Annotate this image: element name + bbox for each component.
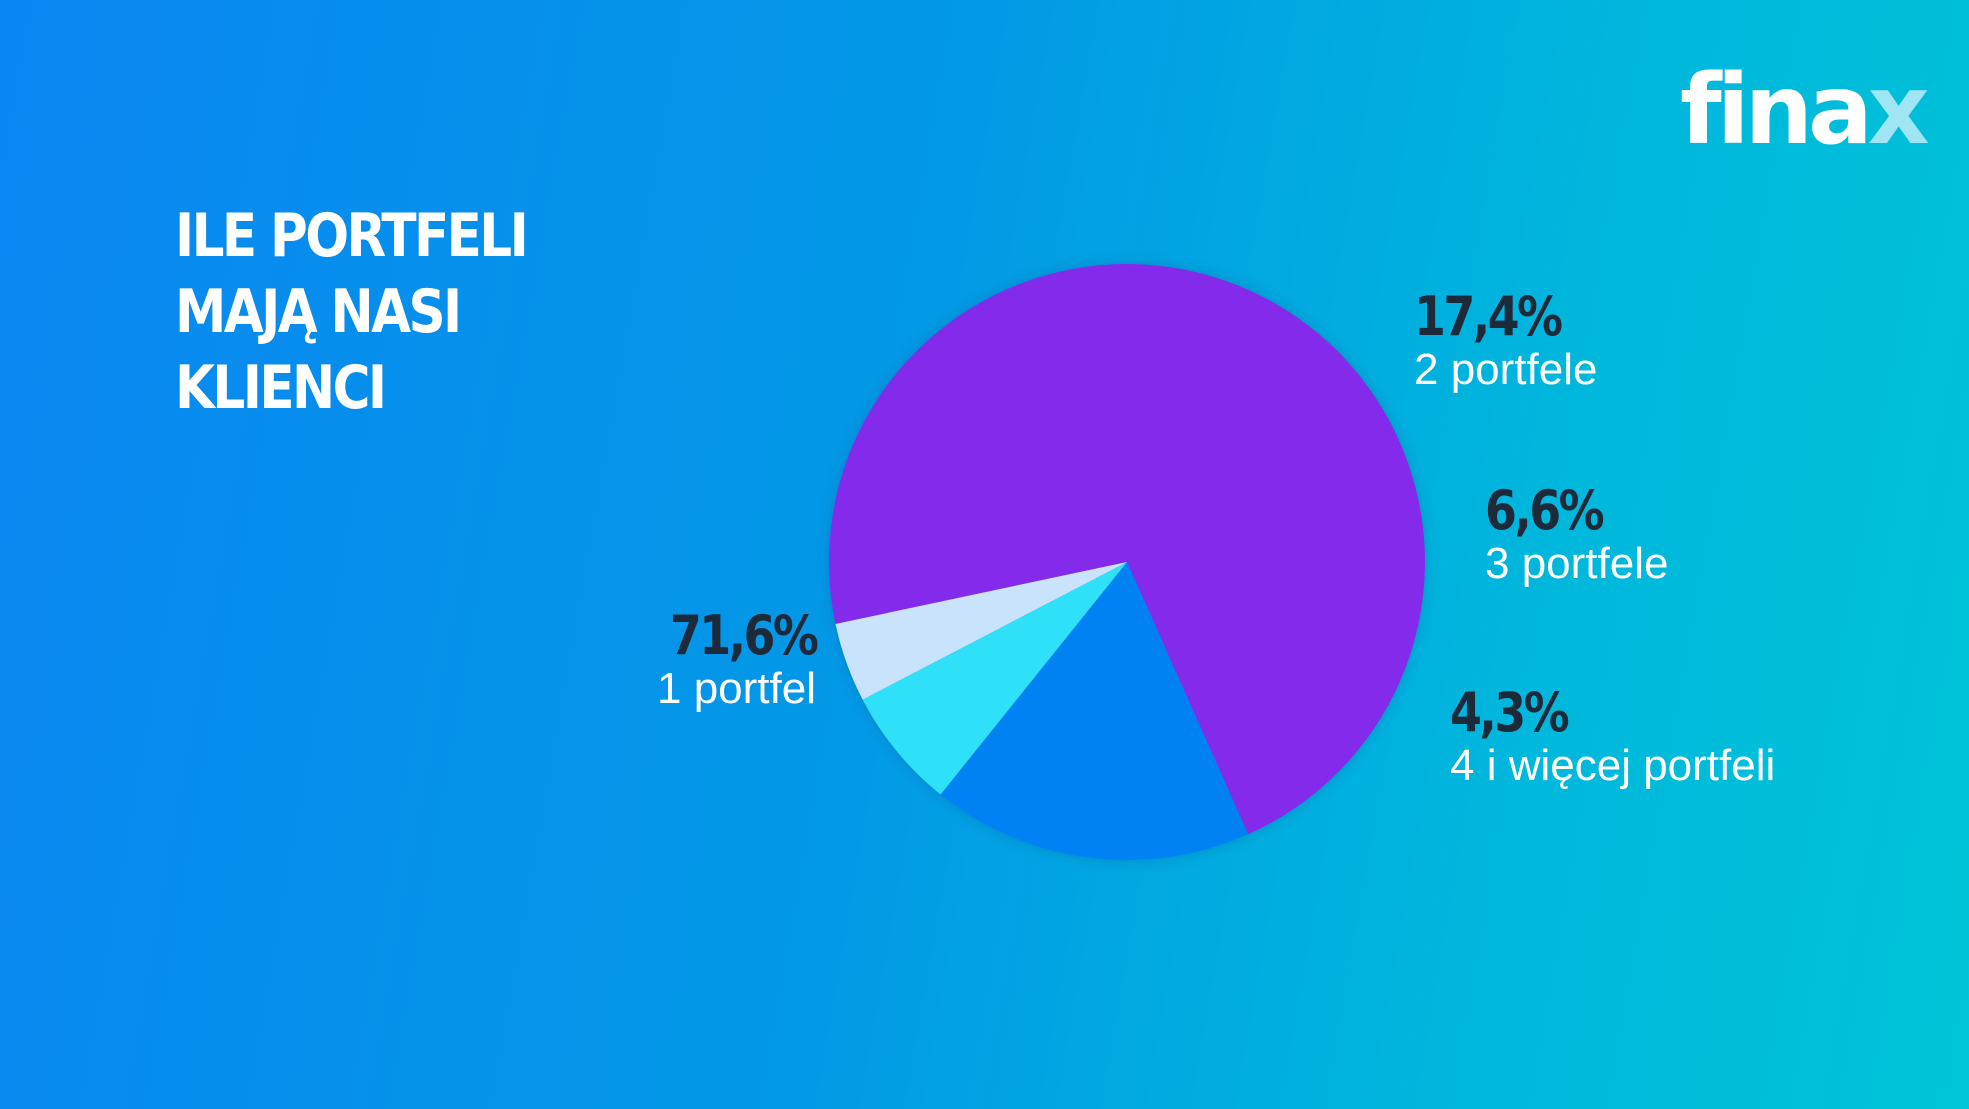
pie-slice-1-portfel xyxy=(828,263,1425,835)
title-line-1: ILE PORTFELI xyxy=(175,201,529,271)
category-label-1-portfel: 1 portfel xyxy=(657,664,816,713)
category-label-4-i-wiecej-portfeli: 4 i więcej portfeli xyxy=(1450,741,1776,790)
percent-label-3-portfele: 6,6% xyxy=(1485,479,1605,542)
logo-accent: x xyxy=(1867,54,1930,166)
percent-label-4-i-wiecej-portfeli: 4,3% xyxy=(1450,681,1570,744)
chart-title: ILE PORTFELI MAJĄ NASI KLIENCI xyxy=(175,198,529,426)
pie-slices xyxy=(828,263,1425,860)
percent-label-1-portfel: 71,6% xyxy=(669,604,819,667)
finax-logo: finax xyxy=(1680,62,1930,158)
data-label-1-portfel: 71,6% 1 portfel xyxy=(644,604,819,713)
pie-slice-3-portfele xyxy=(862,562,1127,795)
title-line-2: MAJĄ NASI xyxy=(175,277,462,347)
pie-slice-2-portfele xyxy=(940,562,1249,860)
pie-slice-4-i-wiecej-portfeli xyxy=(835,562,1127,700)
title-line-3: KLIENCI xyxy=(175,353,387,423)
data-label-4-i-wiecej-portfeli: 4,3% 4 i więcej portfeli xyxy=(1450,684,1775,790)
category-label-3-portfele: 3 portfele xyxy=(1485,539,1669,588)
percent-label-2-portfele: 17,4% xyxy=(1414,285,1563,348)
category-label-2-portfele: 2 portfele xyxy=(1414,345,1598,394)
logo-text: fina xyxy=(1680,54,1873,166)
data-label-3-portfele: 6,6% 3 portfele xyxy=(1485,482,1668,588)
data-label-2-portfele: 17,4% 2 portfele xyxy=(1414,288,1597,394)
